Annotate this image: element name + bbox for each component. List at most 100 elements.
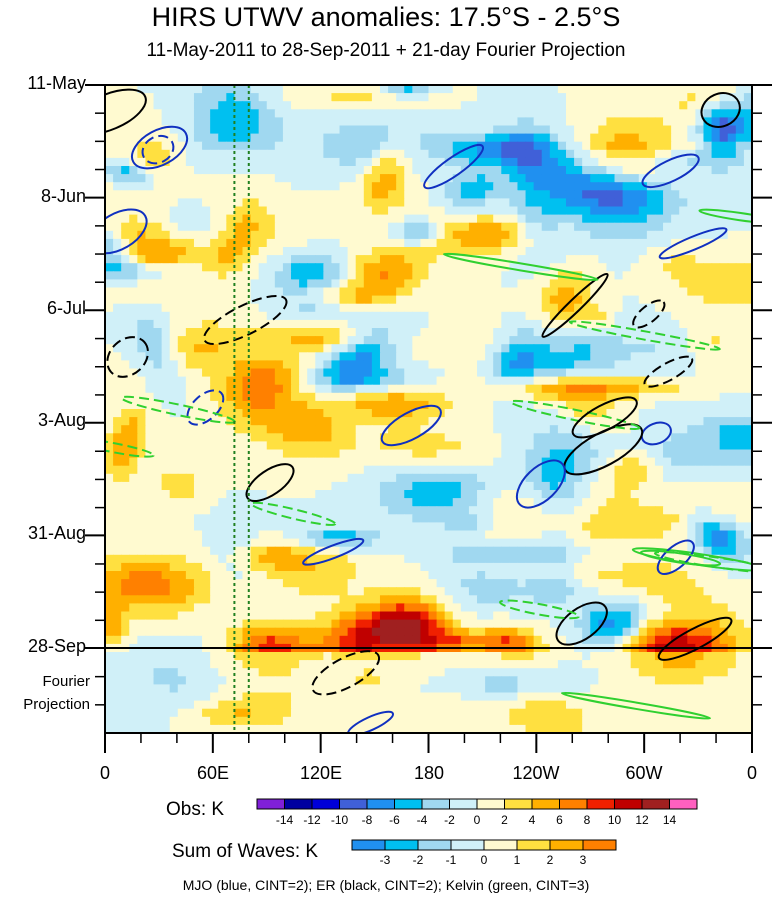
field-cell — [145, 85, 155, 94]
field-cell — [557, 287, 567, 297]
field-cell — [541, 481, 551, 491]
field-cell — [129, 174, 138, 183]
field-cell — [258, 409, 268, 418]
field-cell — [541, 157, 551, 167]
field-cell — [477, 271, 486, 280]
field-cell — [396, 214, 405, 224]
field-cell — [153, 174, 163, 183]
field-cell — [218, 93, 227, 102]
field-cell — [695, 214, 705, 224]
field-cell — [355, 206, 365, 216]
field-cell — [113, 319, 122, 329]
field-cell — [590, 336, 599, 345]
field-cell — [307, 182, 316, 191]
field-cell — [177, 530, 187, 540]
field-cell — [622, 571, 632, 580]
field-cell — [307, 238, 316, 248]
field-cell — [177, 409, 187, 418]
field-cell — [105, 538, 114, 548]
field-cell — [202, 449, 211, 459]
field-cell — [404, 546, 413, 556]
field-cell — [630, 368, 640, 378]
field-cell — [299, 295, 308, 305]
field-cell — [444, 238, 454, 248]
field-cell — [226, 562, 235, 572]
field-cell — [452, 109, 462, 118]
field-cell — [727, 336, 737, 345]
field-cell — [299, 490, 308, 499]
field-cell — [549, 149, 559, 159]
field-cell — [169, 174, 179, 183]
field-cell — [299, 238, 308, 248]
field-cell — [590, 522, 599, 532]
field-cell — [727, 271, 737, 280]
field-cell — [703, 425, 713, 434]
field-cell — [687, 279, 696, 289]
field-cell — [501, 166, 510, 175]
field-cell — [436, 336, 446, 345]
field-cell — [501, 85, 510, 94]
field-cell — [307, 530, 316, 540]
field-cell — [646, 141, 656, 151]
field-cell — [153, 190, 163, 199]
field-cell — [202, 392, 211, 402]
field-cell — [202, 279, 211, 289]
field-cell — [323, 352, 333, 361]
field-cell — [743, 571, 752, 580]
field-cell — [663, 344, 672, 353]
field-cell — [371, 166, 381, 175]
field-cell — [614, 311, 624, 321]
field-cell — [121, 279, 130, 289]
field-cell — [218, 465, 227, 475]
field-cell — [145, 465, 155, 475]
field-cell — [137, 255, 147, 264]
field-cell — [727, 481, 737, 491]
field-cell — [121, 255, 130, 264]
field-cell — [113, 238, 122, 248]
field-cell — [347, 271, 357, 280]
field-cell — [541, 352, 551, 361]
field-cell — [654, 247, 664, 256]
field-cell — [622, 287, 632, 297]
field-cell — [654, 174, 664, 183]
field-cell — [452, 279, 462, 289]
field-cell — [404, 562, 413, 572]
field-cell — [622, 328, 632, 337]
field-cell — [509, 222, 519, 232]
field-cell — [460, 109, 470, 118]
field-cell — [355, 174, 365, 183]
field-cell — [250, 384, 260, 394]
field-cell — [226, 514, 235, 523]
field-cell — [291, 425, 300, 434]
field-cell — [671, 157, 680, 167]
field-cell — [226, 214, 235, 224]
field-cell — [638, 336, 648, 345]
field-cell — [371, 93, 381, 102]
field-cell — [493, 230, 502, 240]
field-cell — [388, 117, 397, 127]
field-cell — [113, 101, 122, 110]
field-cell — [307, 441, 316, 451]
field-cell — [582, 465, 591, 475]
field-cell — [250, 230, 260, 240]
field-cell — [460, 319, 470, 329]
field-cell — [266, 457, 276, 467]
field-cell — [105, 433, 114, 442]
field-cell — [452, 271, 462, 280]
field-cell — [161, 125, 171, 135]
field-cell — [129, 182, 138, 191]
field-cell — [266, 230, 276, 240]
field-cell — [145, 352, 155, 361]
field-cell — [121, 101, 130, 110]
field-cell — [452, 125, 462, 135]
field-cell — [557, 101, 567, 110]
field-cell — [355, 481, 365, 491]
field-cell — [711, 473, 721, 483]
field-cell — [282, 222, 292, 232]
field-cell — [590, 490, 599, 499]
field-cell — [145, 514, 155, 523]
field-cell — [671, 425, 680, 434]
field-cell — [331, 481, 341, 491]
field-cell — [444, 206, 454, 216]
field-cell — [379, 376, 389, 386]
